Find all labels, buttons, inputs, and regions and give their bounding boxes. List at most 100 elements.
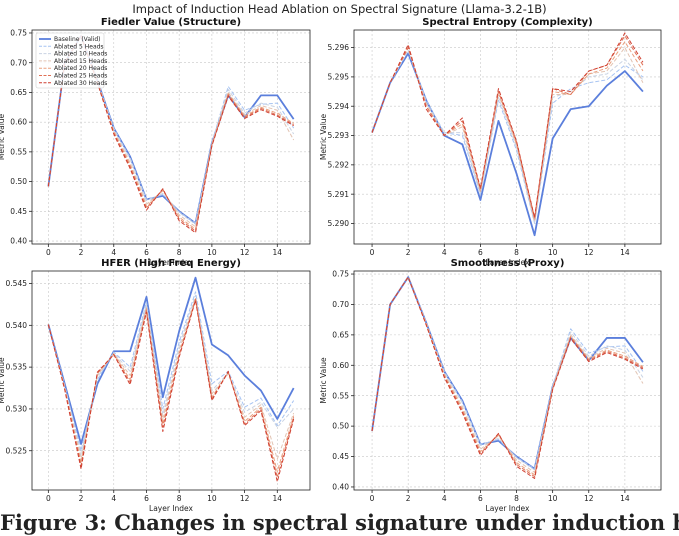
y-tick-label: 0.60 [332, 361, 349, 370]
series-line-6 [371, 32, 644, 219]
plot-frame [353, 270, 662, 491]
chart-title: Smoothness (Proxy) [451, 258, 565, 269]
cropped-caption: Figure 3: Changes in spectral signature … [0, 510, 679, 535]
x-tick-label: 4 [442, 248, 447, 257]
y-axis-label: Metric Value [0, 113, 6, 160]
x-tick-label: 14 [620, 494, 630, 503]
chart-title: HFER (High Freq Energy) [101, 258, 241, 269]
y-tick-label: 0.65 [332, 330, 349, 339]
series-line-0 [371, 276, 644, 470]
x-tick-label: 8 [177, 494, 182, 503]
y-tick-label: 0.540 [6, 321, 28, 330]
y-tick-label: 0.55 [10, 147, 27, 156]
y-axis-label: Metric Value [319, 113, 328, 160]
series-line-3 [371, 276, 644, 473]
x-tick-label: 4 [442, 494, 447, 503]
chart-title: Spectral Entropy (Complexity) [422, 17, 592, 28]
series-line-2 [371, 50, 644, 224]
x-tick-label: 4 [111, 494, 116, 503]
legend-label: Baseline (Valid) [54, 36, 101, 43]
y-axis-label: Metric Value [319, 357, 328, 404]
y-tick-label: 0.40 [332, 483, 349, 492]
legend-label: Ablated 20 Heads [54, 65, 107, 72]
x-tick-label: 2 [406, 494, 411, 503]
chart-title: Fiedler Value (Structure) [101, 17, 241, 28]
x-tick-label: 0 [46, 248, 51, 257]
y-tick-label: 0.45 [10, 207, 27, 216]
y-tick-label: 0.60 [10, 118, 27, 127]
series-line-4 [371, 41, 644, 222]
legend-label: Ablated 25 Heads [54, 73, 107, 80]
legend-label: Ablated 5 Heads [54, 43, 104, 50]
x-tick-label: 10 [548, 248, 558, 257]
series-line-4 [47, 298, 295, 473]
y-tick-label: 0.70 [10, 58, 27, 67]
x-tick-label: 6 [144, 248, 149, 257]
y-tick-label: 0.75 [10, 29, 27, 38]
y-tick-label: 0.40 [10, 237, 27, 246]
x-tick-label: 2 [406, 248, 411, 257]
y-tick-label: 5.291 [328, 190, 350, 199]
x-tick-label: 0 [46, 494, 51, 503]
x-tick-label: 2 [79, 494, 84, 503]
x-tick-label: 10 [207, 248, 217, 257]
plot-frame [353, 29, 662, 245]
y-tick-label: 0.50 [332, 422, 349, 431]
y-tick-label: 5.294 [328, 102, 350, 111]
y-tick-label: 0.50 [10, 177, 27, 186]
series-line-0 [47, 276, 295, 445]
x-tick-label: 14 [620, 248, 630, 257]
x-tick-label: 0 [370, 494, 375, 503]
y-tick-label: 0.65 [10, 88, 27, 97]
chart-panel-1: 0 2 4 6 8 10 12 14 5.290 5.291 5.292 5.293 5.294 5.29… [319, 17, 662, 267]
x-axis-label: Layer Index [486, 504, 531, 513]
series-line-2 [371, 276, 644, 471]
chart-panel-0: 0 2 4 6 8 10 12 14 0.40 0.45 0.50 0.55 0.60 0.65 0.70 0… [0, 17, 311, 267]
x-tick-label: 10 [207, 494, 217, 503]
chart-panel-3: 0 2 4 6 8 10 12 14 0.40 0.45 0.50 0.55 0.60 0.65 0.70 0… [319, 258, 662, 513]
x-tick-label: 4 [111, 248, 116, 257]
y-tick-label: 5.290 [328, 219, 350, 228]
series-line-1 [371, 50, 644, 224]
series-line-5 [371, 35, 644, 219]
x-tick-label: 6 [478, 248, 483, 257]
x-tick-label: 14 [273, 248, 283, 257]
x-axis-label: Layer Index [149, 258, 194, 267]
y-tick-label: 0.45 [332, 452, 349, 461]
figure-suptitle: Impact of Induction Head Ablation on Spe… [132, 2, 547, 16]
series-line-1 [47, 291, 295, 452]
x-tick-label: 8 [514, 494, 519, 503]
x-tick-label: 8 [514, 248, 519, 257]
x-tick-label: 6 [478, 494, 483, 503]
y-axis-label: Metric Value [0, 357, 6, 404]
series-line-1 [371, 276, 644, 470]
x-tick-label: 12 [240, 494, 250, 503]
y-tick-label: 5.293 [328, 131, 350, 140]
x-tick-label: 2 [79, 248, 84, 257]
y-tick-label: 0.70 [332, 300, 349, 309]
y-tick-label: 0.55 [332, 391, 349, 400]
series-line-6 [371, 276, 644, 479]
series-line-5 [371, 276, 644, 478]
x-tick-label: 8 [177, 248, 182, 257]
series-line-4 [371, 276, 644, 476]
legend-label: Ablated 15 Heads [54, 58, 107, 65]
y-tick-label: 0.535 [6, 363, 28, 372]
legend-label: Ablated 10 Heads [54, 51, 107, 58]
legend-box [35, 32, 105, 89]
y-tick-label: 0.530 [6, 405, 28, 414]
y-tick-label: 5.292 [328, 160, 350, 169]
legend-label: Ablated 30 Heads [54, 80, 107, 87]
y-tick-label: 0.545 [6, 279, 28, 288]
plot-frame [31, 29, 311, 245]
x-axis-label: Layer Index [486, 258, 531, 267]
x-tick-label: 0 [370, 248, 375, 257]
series-line-3 [371, 47, 644, 222]
y-tick-label: 0.525 [6, 446, 28, 455]
chart-panel-2: 0 2 4 6 8 10 12 14 0.525 0.530 0.535 0.540 0.545 HFER… [0, 258, 311, 513]
x-tick-label: 10 [548, 494, 558, 503]
plot-frame [31, 270, 311, 491]
x-tick-label: 6 [144, 494, 149, 503]
